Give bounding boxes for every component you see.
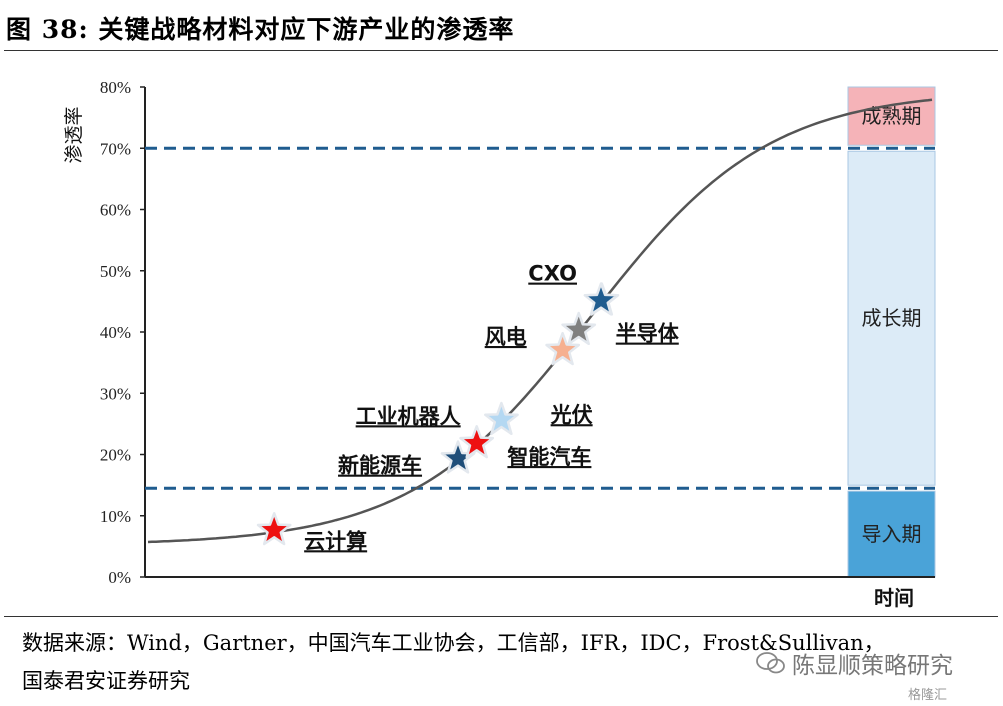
top-rule	[4, 50, 998, 51]
star-marker	[561, 311, 597, 346]
watermark-text: 陈显顺策略研究	[792, 653, 953, 679]
bottom-rule	[4, 616, 998, 617]
point-label: CXO	[528, 262, 577, 286]
y-tick-label: 40%	[100, 323, 131, 342]
star-marker	[583, 282, 619, 316]
phase-band-1	[847, 150, 936, 486]
y-tick-label: 10%	[100, 507, 131, 526]
star-marker	[545, 331, 581, 366]
y-tick-label: 50%	[100, 262, 131, 281]
s-curve	[147, 98, 933, 544]
point-label: 工业机器人	[356, 404, 461, 428]
figure-title: 图 38: 关键战略材料对应下游产业的渗透率	[6, 15, 515, 44]
point-label: 新能源车	[338, 454, 422, 478]
point-label: 云计算	[304, 529, 367, 553]
point-label: 光伏	[550, 403, 593, 427]
logo: 格隆汇	[908, 688, 948, 703]
star-marker	[256, 512, 292, 546]
x-axis-label: 时间	[874, 586, 914, 610]
source-note: 数据来源：Wind，Gartner，中国汽车工业协会，工信部，IFR，IDC，F…	[22, 624, 982, 700]
watermark: 陈显顺策略研究	[756, 646, 953, 680]
phase-label-1: 成长期	[862, 306, 922, 330]
y-axis-label: 渗透率	[63, 106, 85, 163]
phase-label-0: 导入期	[862, 522, 922, 546]
source-line-1: 数据来源：Wind，Gartner，中国汽车工业协会，工信部，IFR，IDC，F…	[22, 631, 885, 655]
y-tick-label: 30%	[100, 384, 131, 403]
point-label: 半导体	[616, 322, 680, 346]
y-tick-label: 0%	[108, 568, 131, 587]
y-tick-label: 20%	[100, 446, 131, 465]
y-tick-label: 70%	[100, 139, 131, 158]
wechat-icon	[756, 652, 785, 674]
phase-band-0	[847, 490, 936, 578]
y-tick-label: 60%	[100, 201, 131, 220]
star-marker	[459, 425, 495, 459]
phase-band-2	[847, 86, 936, 146]
y-tick-label: 80%	[100, 78, 131, 97]
source-line-2: 国泰君安证券研究	[22, 669, 190, 693]
point-label: 风电	[485, 325, 527, 349]
star-marker	[484, 401, 519, 436]
point-label: 智能汽车	[507, 445, 591, 469]
